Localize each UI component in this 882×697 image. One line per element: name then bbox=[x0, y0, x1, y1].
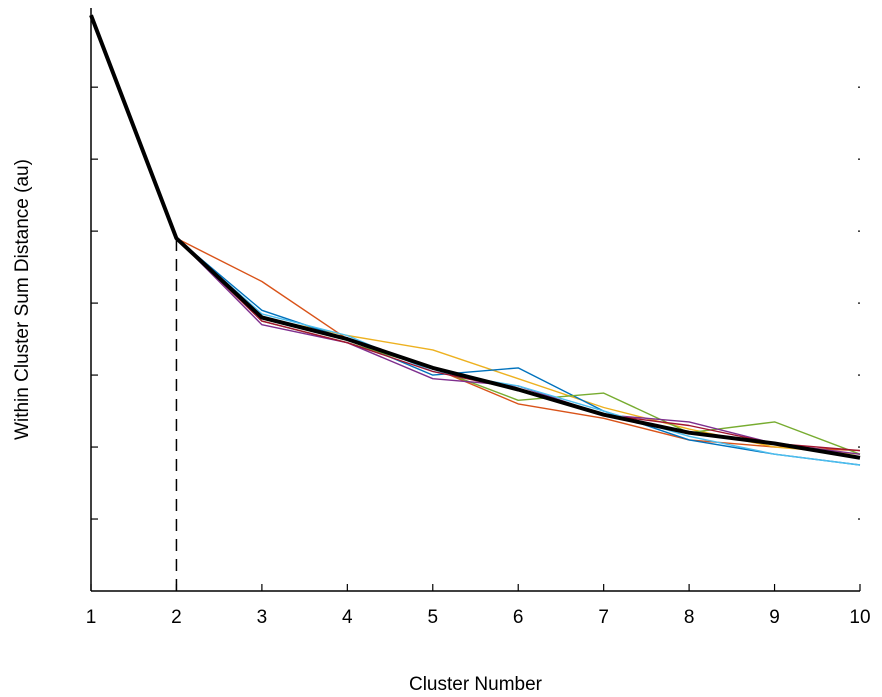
series-line-7 bbox=[175, 237, 861, 452]
axes bbox=[90, 8, 860, 592]
series-line-8 bbox=[89, 14, 861, 460]
x-tick-label: 7 bbox=[598, 607, 609, 628]
series-layer bbox=[89, 14, 861, 466]
series-line-3 bbox=[175, 237, 861, 466]
series-line-5 bbox=[175, 237, 861, 455]
x-tick-label: 5 bbox=[427, 607, 438, 628]
x-tick-label: 2 bbox=[171, 607, 182, 628]
series-line-6 bbox=[175, 237, 861, 466]
x-tick-label: 4 bbox=[342, 607, 353, 628]
x-tick-label: 9 bbox=[769, 607, 780, 628]
x-tick-label: 3 bbox=[257, 607, 268, 628]
x-axis-label: Cluster Number bbox=[409, 674, 543, 695]
series-line-4 bbox=[175, 237, 861, 455]
ticks: 1 2 3 4 5 6 7 8 9 10 bbox=[86, 86, 871, 628]
x-tick-label: 10 bbox=[849, 607, 870, 628]
series-line-2 bbox=[175, 237, 861, 455]
x-tick-label: 8 bbox=[684, 607, 695, 628]
x-tick-label: 6 bbox=[513, 607, 524, 628]
series-line-1 bbox=[176, 237, 861, 452]
x-tick-label: 1 bbox=[86, 607, 97, 628]
y-axis-label: Within Cluster Sum Distance (au) bbox=[12, 159, 33, 440]
